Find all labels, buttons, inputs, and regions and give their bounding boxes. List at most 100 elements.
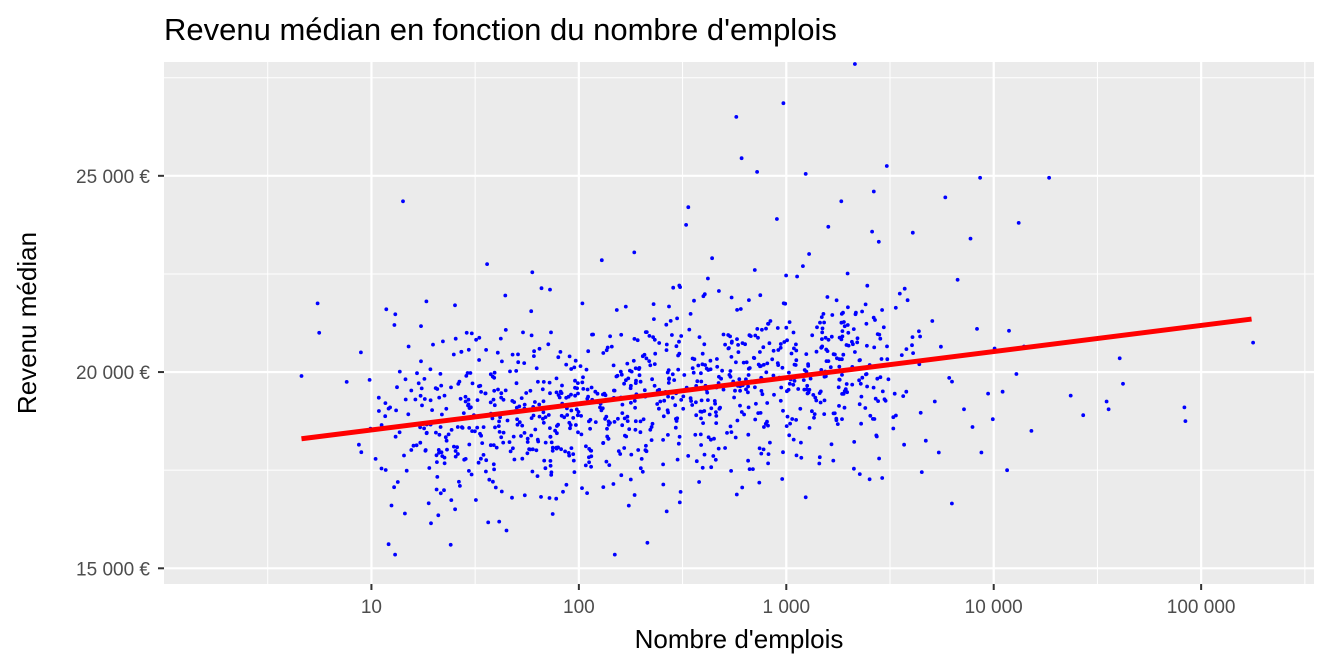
data-point-82: [826, 224, 831, 229]
data-point-546: [648, 363, 653, 368]
data-point-936: [865, 343, 869, 348]
data-point-679: [584, 444, 588, 449]
data-point-492: [857, 358, 862, 363]
data-point-362: [679, 334, 684, 338]
grid-minor: [164, 62, 1314, 584]
data-point-360: [732, 395, 736, 400]
data-point-632: [846, 343, 851, 348]
data-point-406: [859, 421, 863, 426]
data-point-765: [606, 419, 611, 424]
data-point-440: [573, 378, 577, 383]
data-point-645: [747, 366, 752, 370]
data-point-281: [515, 422, 520, 427]
data-point-959: [428, 398, 433, 403]
data-point-724: [729, 469, 733, 473]
data-point-192: [808, 376, 813, 381]
data-point-980: [850, 382, 855, 387]
data-point-926: [822, 412, 827, 416]
data-point-40: [567, 354, 572, 359]
data-point-255: [444, 406, 449, 411]
data-point-484: [899, 353, 904, 357]
data-point-867: [437, 395, 442, 400]
data-point-375: [823, 335, 828, 340]
data-point-611: [764, 326, 768, 331]
data-point-458: [818, 320, 822, 325]
data-point-214: [435, 460, 439, 464]
data-point-158: [807, 252, 811, 256]
data-point-997: [766, 423, 770, 428]
x-tick-label-4: 100 000: [1167, 597, 1236, 618]
data-point-1016: [688, 312, 693, 316]
data-point-1004: [588, 426, 592, 431]
data-point-747: [625, 361, 630, 366]
data-point-19: [448, 542, 453, 547]
data-point-707: [702, 342, 707, 347]
y-axis: 15 000 € 20 000 € 25 000 €: [76, 167, 164, 580]
data-point-764: [738, 388, 742, 393]
data-point-111: [1005, 468, 1009, 473]
data-point-512: [661, 462, 665, 467]
data-point-760: [548, 391, 552, 396]
data-point-838: [875, 332, 880, 336]
data-point-215: [581, 387, 586, 391]
data-point-757: [752, 356, 757, 360]
data-point-94: [904, 389, 909, 394]
data-point-460: [601, 351, 606, 355]
data-point-470: [449, 385, 453, 390]
data-point-584: [580, 380, 585, 385]
data-point-832: [647, 359, 652, 363]
data-point-464: [604, 459, 609, 464]
data-point-491: [442, 461, 447, 466]
data-point-1002: [810, 333, 815, 338]
data-point-988: [798, 406, 803, 411]
data-point-7: [384, 307, 389, 312]
data-point-892: [672, 378, 677, 382]
data-point-956: [467, 426, 472, 430]
data-point-218: [576, 430, 580, 435]
data-point-243: [831, 458, 836, 463]
data-point-576: [636, 448, 641, 452]
data-point-638: [607, 463, 612, 467]
y-tick-label-1: 20 000 €: [76, 363, 150, 384]
data-point-207: [430, 408, 434, 412]
data-point-619: [567, 420, 572, 425]
x-tick-label-2: 1 000: [763, 597, 811, 618]
data-point-798: [806, 390, 811, 395]
data-point-668: [842, 405, 847, 410]
data-point-247: [507, 440, 512, 444]
data-point-989: [702, 452, 707, 457]
data-point-656: [445, 447, 449, 452]
data-point-403: [633, 427, 638, 432]
data-point-964: [736, 350, 741, 354]
data-point-140: [746, 373, 751, 377]
data-point-931: [881, 325, 886, 330]
data-point-5: [367, 378, 372, 382]
data-point-850: [560, 383, 564, 388]
data-point-887: [537, 346, 542, 351]
data-point-904: [625, 414, 630, 419]
data-point-245: [789, 351, 794, 356]
data-point-968: [640, 469, 645, 474]
data-point-686: [587, 419, 591, 424]
data-point-312: [677, 339, 681, 344]
data-point-291: [825, 295, 830, 299]
data-point-994: [661, 414, 666, 419]
data-point-681: [633, 366, 638, 371]
data-point-770: [840, 392, 844, 396]
data-point-701: [721, 387, 726, 392]
data-point-732: [568, 426, 572, 431]
data-point-480: [540, 387, 545, 392]
data-point-418: [525, 440, 530, 444]
data-point-299: [605, 426, 609, 431]
data-point-534: [696, 363, 701, 368]
data-point-761: [772, 392, 776, 397]
data-point-251: [575, 413, 580, 418]
data-point-164: [529, 433, 534, 438]
data-point-187: [689, 399, 693, 403]
data-point-591: [826, 359, 831, 363]
data-point-880: [479, 390, 483, 394]
data-point-242: [806, 362, 810, 366]
data-point-126: [947, 376, 952, 380]
data-point-63: [710, 256, 714, 261]
data-point-840: [632, 337, 637, 341]
